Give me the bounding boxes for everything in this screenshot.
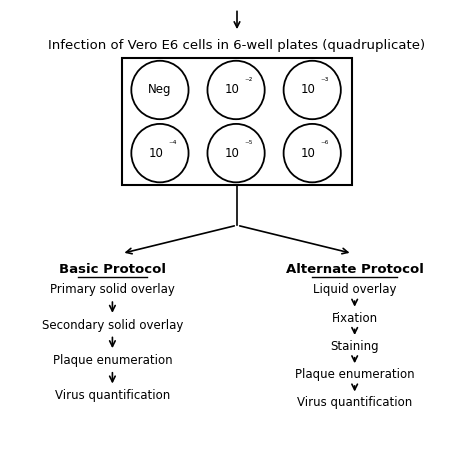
Text: ⁻⁵: ⁻⁵ xyxy=(245,140,253,149)
Text: Liquid overlay: Liquid overlay xyxy=(313,283,396,296)
Circle shape xyxy=(283,61,341,119)
Text: ⁻⁴: ⁻⁴ xyxy=(168,140,177,149)
Circle shape xyxy=(131,124,189,182)
Circle shape xyxy=(208,61,264,119)
Text: 10: 10 xyxy=(301,146,316,160)
Text: 10: 10 xyxy=(225,83,240,97)
Text: Alternate Protocol: Alternate Protocol xyxy=(286,263,424,276)
Text: ⁻³: ⁻³ xyxy=(320,77,329,86)
Text: Virus quantification: Virus quantification xyxy=(297,396,412,410)
Text: 10: 10 xyxy=(149,146,164,160)
Text: Infection of Vero E6 cells in 6-well plates (quadruplicate): Infection of Vero E6 cells in 6-well pla… xyxy=(48,39,426,52)
Text: Secondary solid overlay: Secondary solid overlay xyxy=(42,319,183,332)
Text: Virus quantification: Virus quantification xyxy=(55,389,170,402)
Bar xyxy=(122,58,352,185)
Text: ⁻²: ⁻² xyxy=(245,77,253,86)
Text: Plaque enumeration: Plaque enumeration xyxy=(295,368,414,381)
Circle shape xyxy=(131,61,189,119)
Text: Plaque enumeration: Plaque enumeration xyxy=(53,354,172,367)
Text: Fixation: Fixation xyxy=(332,311,378,325)
Text: Primary solid overlay: Primary solid overlay xyxy=(50,283,175,296)
Text: ⁻⁶: ⁻⁶ xyxy=(320,140,329,149)
Text: Basic Protocol: Basic Protocol xyxy=(59,263,166,276)
Circle shape xyxy=(208,124,264,182)
Circle shape xyxy=(283,124,341,182)
Text: 10: 10 xyxy=(301,83,316,97)
Text: Staining: Staining xyxy=(330,340,379,353)
Text: 10: 10 xyxy=(225,146,240,160)
Text: Neg: Neg xyxy=(148,83,172,97)
